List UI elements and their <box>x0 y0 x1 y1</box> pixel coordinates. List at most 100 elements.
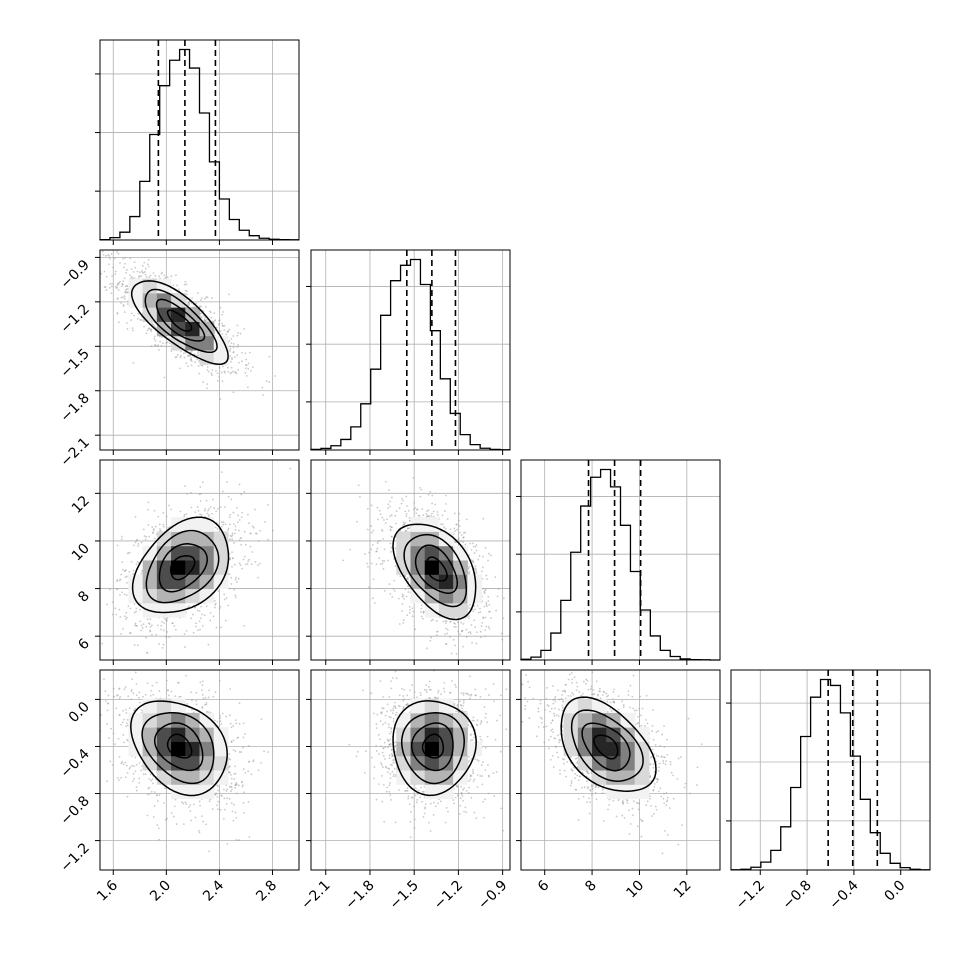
scatter-point <box>427 509 430 512</box>
scatter-point <box>195 622 197 625</box>
scatter-point <box>392 588 395 590</box>
scatter-point <box>83 294 85 296</box>
scatter-point <box>219 605 222 608</box>
scatter-point <box>222 523 225 526</box>
scatter-point <box>175 823 178 825</box>
scatter-point <box>122 280 125 283</box>
scatter-point <box>393 579 396 582</box>
scatter-point <box>228 340 231 343</box>
scatter-point <box>147 622 150 625</box>
scatter-point <box>170 275 173 278</box>
scatter-point <box>455 626 457 628</box>
density-bin <box>142 545 158 561</box>
scatter-point <box>487 595 490 598</box>
scatter-point <box>230 356 233 359</box>
scatter-point <box>187 304 190 307</box>
scatter-point <box>133 611 136 614</box>
scatter-point <box>372 529 375 532</box>
density-bin <box>438 574 454 590</box>
contour-line <box>403 533 468 608</box>
scatter-point <box>370 525 373 527</box>
scatter-point <box>190 506 193 509</box>
scatter-point <box>114 607 117 610</box>
scatter-point <box>238 539 241 542</box>
scatter-point <box>207 711 210 714</box>
scatter-point <box>403 523 406 526</box>
scatter-point <box>231 532 234 535</box>
density-bin <box>467 574 483 590</box>
contour-line <box>145 529 220 604</box>
scatter-point <box>232 511 235 514</box>
scatter-point <box>232 739 235 742</box>
scatter-point <box>201 706 204 708</box>
scatter-point <box>230 790 232 793</box>
scatter-point <box>125 575 128 578</box>
scatter-point <box>233 563 236 566</box>
scatter-point <box>244 555 246 558</box>
scatter-point <box>227 370 230 373</box>
contour-line <box>414 544 459 594</box>
scatter-point <box>238 519 241 521</box>
scatter-point <box>406 614 409 617</box>
scatter-point <box>381 562 384 565</box>
scatter-point <box>486 578 488 581</box>
scatter-point <box>201 684 204 686</box>
scatter-point <box>379 563 382 566</box>
scatter-point <box>472 610 475 613</box>
scatter-point <box>194 511 197 514</box>
scatter-point <box>149 629 151 632</box>
scatter-point <box>199 299 202 302</box>
scatter-point <box>185 362 188 365</box>
scatter-point <box>140 541 143 544</box>
scatter-point <box>226 481 229 483</box>
scatter-point <box>159 340 161 343</box>
scatter-point <box>146 329 149 332</box>
scatter-point <box>236 354 238 357</box>
scatter-point <box>147 265 150 268</box>
scatter-point <box>110 253 113 255</box>
scatter-point <box>379 539 381 542</box>
scatter-point <box>165 636 168 638</box>
scatter-point <box>128 570 131 573</box>
scatter-point <box>108 736 110 739</box>
scatter-point <box>228 558 231 561</box>
scatter-point <box>111 764 114 766</box>
scatter-point <box>122 305 125 308</box>
scatter-point <box>453 622 456 624</box>
scatter-point <box>231 538 234 541</box>
scatter-point <box>480 625 483 628</box>
scatter-point <box>419 611 422 613</box>
scatter-point <box>241 511 243 514</box>
scatter-point <box>159 529 162 532</box>
scatter-point <box>242 746 244 749</box>
scatter-point <box>390 535 393 538</box>
scatter-point <box>131 764 133 767</box>
scatter-point <box>408 605 411 608</box>
scatter-point <box>123 311 126 314</box>
scatter-point <box>158 528 161 530</box>
scatter-point <box>140 275 143 277</box>
scatter-point <box>232 351 235 353</box>
scatter-point <box>151 778 154 781</box>
density-bin <box>438 545 454 561</box>
density-bin <box>213 560 229 575</box>
scatter-point <box>241 351 243 354</box>
scatter-point <box>186 702 189 705</box>
scatter-point <box>444 527 447 530</box>
scatter-point <box>248 558 251 561</box>
scatter-point <box>482 517 485 520</box>
scatter-point <box>231 565 233 568</box>
scatter-point <box>163 376 166 379</box>
scatter-point <box>93 648 95 650</box>
scatter-point <box>226 788 228 791</box>
scatter-point <box>225 597 228 599</box>
scatter-point <box>445 494 447 497</box>
scatter-point <box>228 293 230 296</box>
scatter-point <box>117 289 120 291</box>
density-bin <box>185 307 200 322</box>
scatter-point <box>236 324 239 327</box>
scatter-point <box>407 578 409 581</box>
scatter-point <box>116 578 119 581</box>
scatter-point <box>383 560 386 562</box>
scatter-point <box>196 609 199 612</box>
